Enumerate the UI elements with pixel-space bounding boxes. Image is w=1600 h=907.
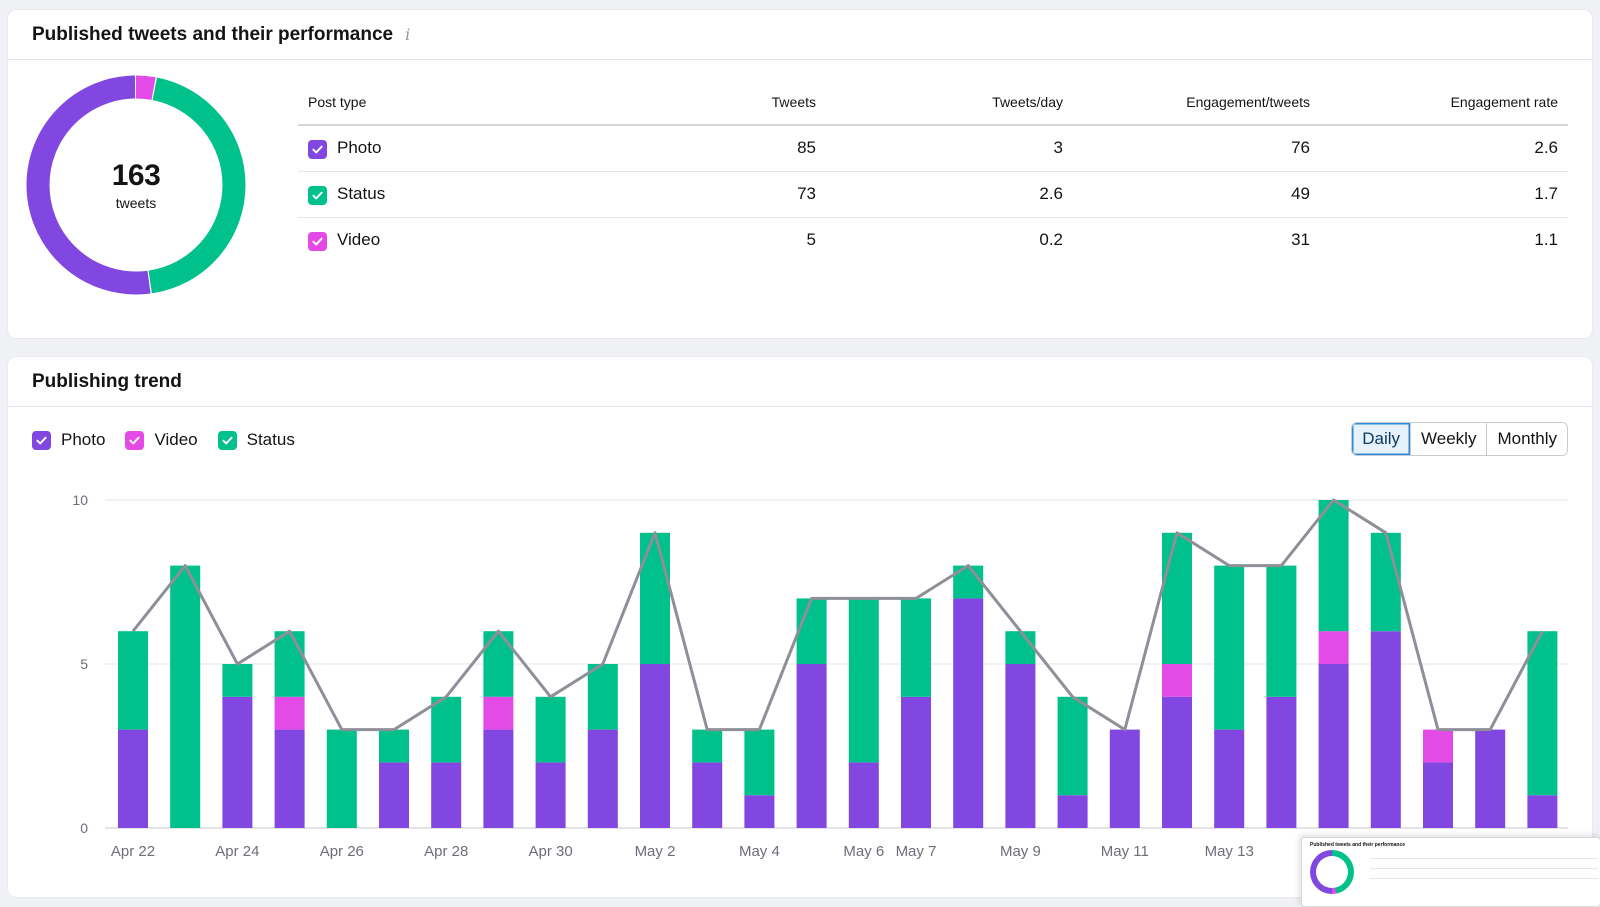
tweets-cell: 73 (586, 171, 826, 218)
period-switcher: Daily Weekly Monthly (1351, 422, 1568, 456)
thumbnail-divider (1370, 858, 1598, 859)
post-type-cell: Video (298, 217, 586, 263)
thumbnail-divider (1370, 868, 1598, 869)
engagement-per-tweet-cell: 31 (1291, 230, 1310, 250)
trend-header: Publishing trend (8, 357, 1592, 407)
engagement-per-tweet-cell: 76 (1073, 125, 1320, 172)
chart-legend: Photo Video Status (32, 430, 295, 450)
engagement-rate-cell: 2.6 (1320, 125, 1568, 172)
thumbnail-title: Published tweets and their performance (1310, 842, 1406, 848)
legend-label: Video (154, 430, 198, 449)
table-row: Status 73 2.6 49 1.7 (298, 171, 1568, 218)
checkbox-icon (217, 430, 237, 450)
tweets-per-day-cell: 2.6 (826, 171, 1073, 218)
donut-unit: tweets (115, 195, 157, 211)
post-type-label: Video (337, 229, 381, 249)
engagement-rate-cell: 1.1 (1534, 230, 1558, 250)
table-header-row: Post type Tweets Tweets/day Engagement/t… (298, 80, 1568, 126)
post-type-cell: Status (298, 171, 586, 218)
performance-header: Published tweets and their performance i (8, 10, 1592, 60)
post-type-label: Status (337, 183, 386, 203)
donut-slice-video[interactable] (26, 75, 246, 295)
thumbnail-divider (1370, 878, 1598, 879)
checkbox-video[interactable] (308, 231, 327, 251)
donut-center: 163 tweets (24, 73, 248, 297)
checkbox-icon (125, 430, 145, 450)
tweets-cell: 85 (586, 125, 826, 172)
engagement-per-tweet-cell: 49 (1073, 171, 1320, 218)
donut-slice-photo[interactable] (26, 75, 246, 295)
post-type-label: Photo (337, 137, 382, 157)
tweets-per-day-cell: 0.2 (1039, 230, 1063, 250)
col-engagement-rate[interactable]: Engagement rate (1320, 80, 1568, 126)
period-weekly-button[interactable]: Weekly (1410, 423, 1487, 455)
checkbox-icon (32, 430, 51, 450)
donut-chart (26, 75, 246, 295)
table-row: Video 5 0.2 31 1.1 (298, 217, 1568, 263)
period-monthly-button[interactable]: Monthly (1486, 423, 1567, 455)
legend-item-status[interactable]: Status (217, 430, 295, 450)
thumbnail-donut (1310, 850, 1354, 894)
table-row: Photo 85 3 76 2.6 (298, 125, 1568, 172)
performance-table: Post type Tweets Tweets/day Engagement/t… (298, 80, 1568, 263)
col-post-type: Post type (298, 80, 586, 126)
trend-card: Publishing trend Photo Video Status Daily W… (8, 357, 1592, 897)
tweets-per-day-cell: 3 (826, 125, 1073, 172)
donut-total: 163 (111, 159, 161, 192)
col-engagement-per-tweet[interactable]: Engagement/tweets (1073, 80, 1320, 126)
legend-label: Status (246, 430, 295, 449)
performance-title: Published tweets and their performance (32, 23, 394, 45)
col-tweets[interactable]: Tweets (586, 80, 826, 126)
legend-label: Photo (61, 430, 106, 449)
legend-item-video[interactable]: Video (125, 430, 198, 450)
tweets-cell: 5 (806, 230, 816, 250)
info-icon[interactable]: i (405, 25, 411, 44)
screenshot-thumbnail[interactable]: Published tweets and their performance (1301, 837, 1600, 907)
trend-title: Publishing trend (32, 370, 182, 392)
engagement-rate-cell: 1.7 (1320, 171, 1568, 218)
legend-item-photo[interactable]: Photo (32, 430, 105, 450)
checkbox-status[interactable] (308, 185, 327, 205)
donut-slice-status[interactable] (26, 75, 246, 295)
post-type-cell: Photo (298, 125, 586, 172)
col-tweets-per-day[interactable]: Tweets/day (826, 80, 1073, 126)
checkbox-photo[interactable] (308, 139, 327, 159)
period-daily-button[interactable]: Daily (1352, 423, 1411, 455)
